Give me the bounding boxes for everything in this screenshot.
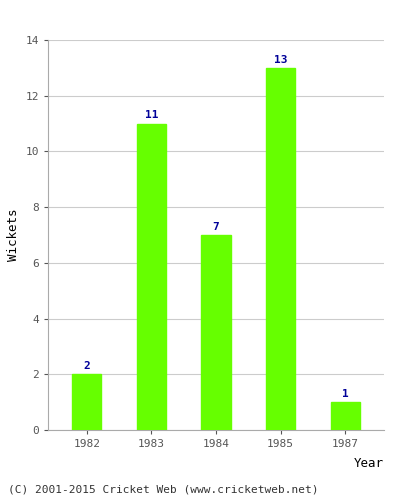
Bar [72, 374, 101, 430]
Text: 1: 1 [342, 389, 349, 399]
Bar [202, 235, 230, 430]
Text: 2: 2 [83, 361, 90, 371]
Text: 13: 13 [274, 54, 287, 64]
Bar [266, 68, 295, 430]
Y-axis label: Wickets: Wickets [7, 209, 20, 261]
Bar [331, 402, 360, 430]
Text: (C) 2001-2015 Cricket Web (www.cricketweb.net): (C) 2001-2015 Cricket Web (www.cricketwe… [8, 485, 318, 495]
Text: Year: Year [354, 458, 384, 470]
Text: 11: 11 [145, 110, 158, 120]
Bar [137, 124, 166, 430]
Text: 7: 7 [213, 222, 219, 232]
